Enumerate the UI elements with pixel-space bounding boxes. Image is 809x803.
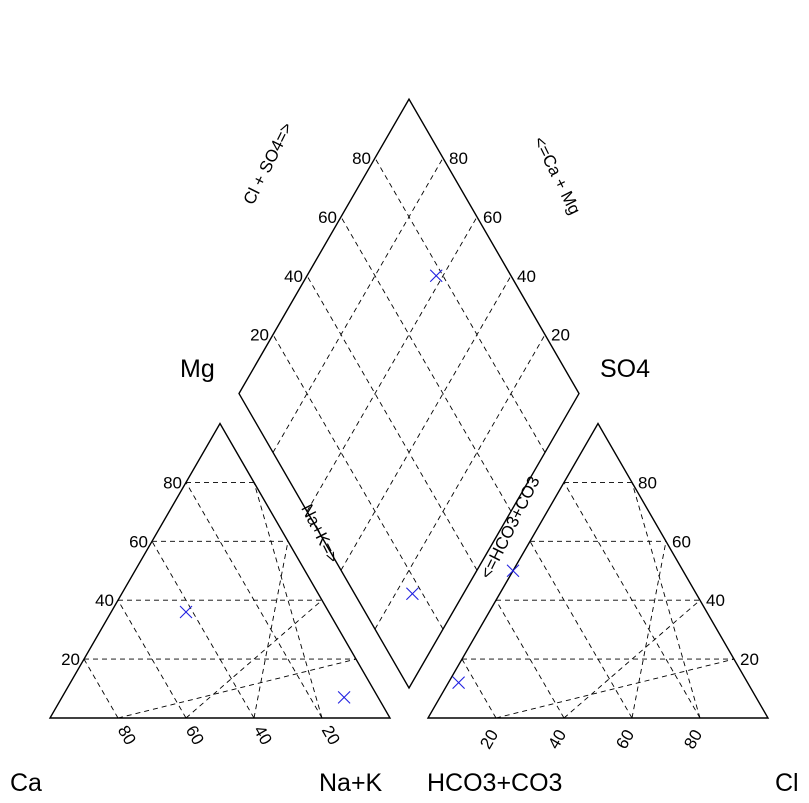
- anion-grid-line: [631, 541, 667, 719]
- diamond-right-tick: 60: [483, 208, 502, 227]
- hco3-co3-corner-label: HCO3+CO3: [427, 769, 562, 797]
- cl-corner-label: Cl: [775, 769, 799, 797]
- anion-bottom-tick: 20: [476, 726, 502, 752]
- diamond-grid-line: [272, 157, 444, 453]
- cation-grid-line: [83, 658, 119, 719]
- diamond-grid-line: [374, 334, 546, 630]
- cation-grid-line: [117, 658, 357, 719]
- diamond-left-tick: 20: [250, 326, 269, 345]
- mg-corner-label: Mg: [180, 355, 215, 383]
- diagram-frames: [48, 97, 770, 719]
- anion-grid-line: [563, 482, 701, 719]
- cation-sample-point: [179, 605, 193, 619]
- cation-grid-line: [117, 599, 187, 719]
- anion-sample-point: [452, 676, 465, 690]
- cation-triangle: [48, 422, 392, 719]
- cation-grid-line: [185, 599, 323, 719]
- anion-sample-point: [506, 564, 520, 578]
- so4-corner-label: SO4: [600, 355, 650, 383]
- anion-right-tick: 60: [672, 532, 691, 551]
- cation-left-tick: 40: [95, 591, 114, 610]
- cation-bottom-tick: 60: [182, 722, 208, 748]
- cation-sample-point: [337, 690, 351, 704]
- anion-right-tick: 20: [740, 650, 759, 669]
- hco3-co3-axis-title: <=HCO3+CO3: [477, 473, 544, 582]
- diamond-right-tick: 80: [449, 149, 468, 168]
- cation-left-tick: 20: [61, 650, 80, 669]
- cation-left-tick: 60: [129, 532, 148, 551]
- anion-grid-line: [495, 658, 735, 719]
- anion-grid-line: [461, 658, 497, 719]
- cl-so4-axis-title: Cl + SO4=>: [240, 119, 297, 207]
- diamond: [238, 97, 580, 690]
- sample-points: [179, 269, 520, 704]
- cation-bottom-tick: 80: [114, 722, 140, 748]
- ca-corner-label: Ca: [10, 769, 42, 797]
- anion-grid-line: [563, 599, 701, 719]
- diamond-sample-point: [406, 587, 419, 601]
- cation-bottom-tick: 20: [318, 722, 344, 748]
- anion-bottom-tick: 40: [544, 726, 570, 752]
- diamond-left-tick: 60: [318, 208, 337, 227]
- diamond-sample-point: [429, 269, 443, 283]
- cation-grid-line: [253, 541, 289, 719]
- diamond-left-tick: 40: [284, 267, 303, 286]
- cation-grid-line: [185, 482, 323, 719]
- diamond-grid-line: [306, 275, 478, 571]
- cation-grid-line: [253, 482, 323, 719]
- na-k-corner-label: Na+K: [319, 769, 383, 797]
- anion-bottom-tick: 60: [612, 726, 638, 752]
- diamond-grid-line: [340, 275, 512, 571]
- na-k-axis-title: Na+K=>: [297, 501, 342, 566]
- diamond-grid-line: [340, 216, 512, 512]
- anion-bottom-tick: 80: [680, 726, 706, 752]
- ca-mg-axis-title: <=Ca + Mg: [529, 133, 584, 217]
- anion-grid-line: [529, 541, 633, 719]
- grid-lines: [83, 157, 735, 719]
- anion-grid-line: [495, 599, 565, 719]
- diamond-grid-line: [306, 216, 478, 512]
- cation-grid-line: [151, 541, 255, 719]
- anion-right-tick: 80: [638, 473, 657, 492]
- diamond-grid-line: [272, 334, 444, 630]
- diamond-left-tick: 80: [352, 149, 371, 168]
- cation-bottom-tick: 40: [250, 722, 276, 748]
- cation-left-tick: 80: [163, 473, 182, 492]
- anion-grid-line: [631, 482, 701, 719]
- diamond-right-tick: 40: [517, 267, 536, 286]
- diamond-grid-line: [374, 157, 546, 453]
- diamond-right-tick: 20: [551, 326, 570, 345]
- anion-right-tick: 40: [706, 591, 725, 610]
